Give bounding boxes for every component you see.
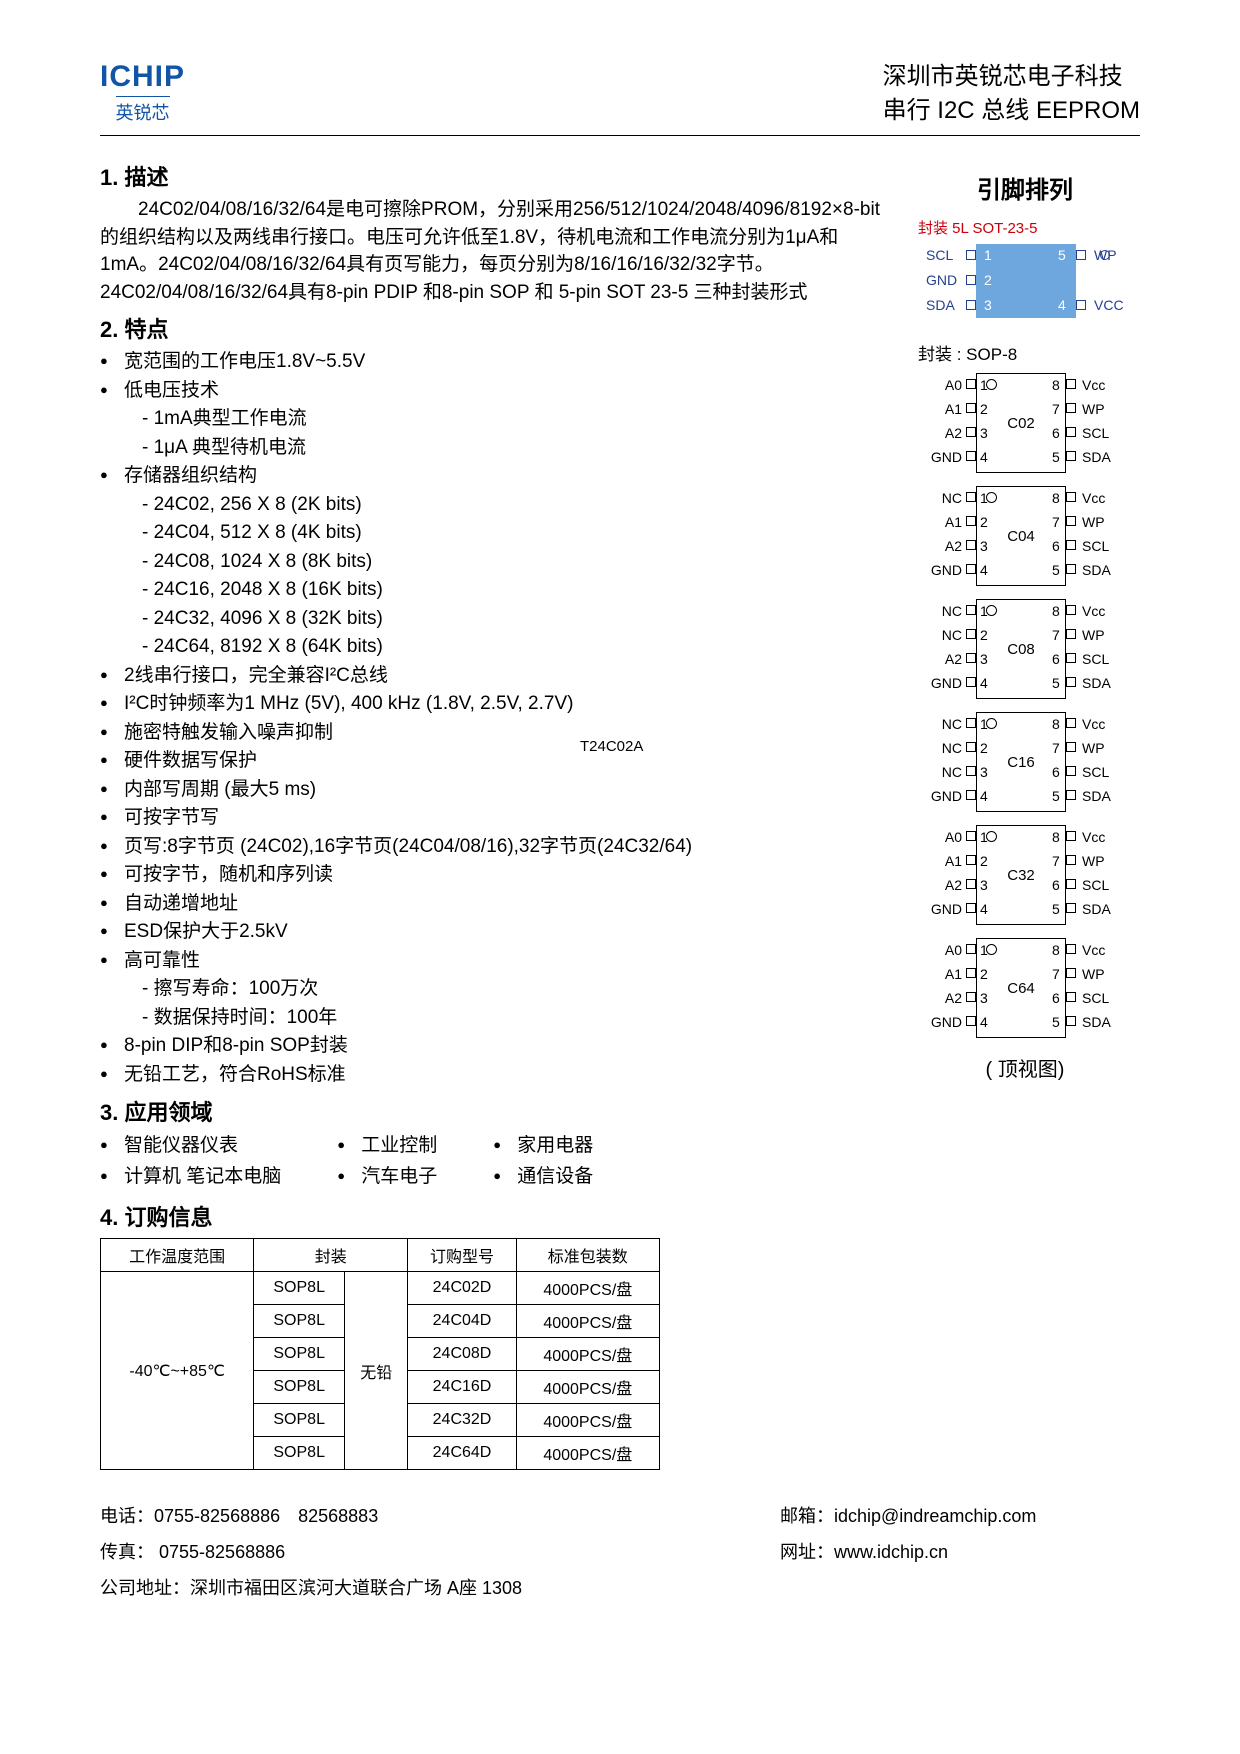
footer-email: 邮箱：idchip@indreamchip.com: [780, 1498, 1140, 1534]
logo: ICHIP 英锐芯: [100, 60, 185, 125]
sop-package: C02A01Vcc8A12WP7A23SCL6GND4SDA5: [918, 373, 1118, 478]
feature-item: ESD保护大于2.5kV: [124, 918, 880, 947]
app-item: 智能仪器仪表: [100, 1131, 281, 1161]
feature-sub: - 24C02, 256 X 8 (2K bits): [124, 491, 880, 520]
feature-item: 页写:8字节页 (24C02),16字节页(24C04/08/16),32字节页…: [124, 833, 880, 862]
feature-item: 存储器组织结构- 24C02, 256 X 8 (2K bits)- 24C04…: [124, 462, 880, 662]
sot-nr1: 5: [1058, 247, 1066, 263]
feature-item: 内部写周期 (最大5 ms): [124, 776, 880, 805]
footer-fax: 传真： 0755-82568886: [100, 1534, 780, 1570]
logo-main: ICHIP: [100, 60, 185, 94]
app-col-2: 家用电器通信设备: [493, 1131, 593, 1192]
sot-l1: SCL: [926, 247, 953, 263]
sop-package: C32A01Vcc8A12WP7A23SCL6GND4SDA5: [918, 825, 1118, 930]
feature-item: 低电压技术- 1mA典型工作电流- 1μA 典型待机电流: [124, 377, 880, 463]
feature-item: 8-pin DIP和8-pin SOP封装: [124, 1032, 880, 1061]
header-text: 深圳市英锐芯电子科技 串行 I2C 总线 EEPROM: [883, 60, 1140, 127]
sot-r1: WP: [1094, 247, 1117, 263]
feature-item: 2线串行接口，完全兼容I²C总线: [124, 662, 880, 691]
feature-sub: - 24C04, 512 X 8 (4K bits): [124, 519, 880, 548]
logo-sub: 英锐芯: [116, 96, 170, 125]
footer-addr: 公司地址：深圳市福田区滨河大道联合广场 A座 1308: [100, 1570, 780, 1606]
feature-item: 可按字节，随机和序列读: [124, 861, 880, 890]
sot-diagram: SCL GND SDA 1 2 3 WP VCC 5 4: [918, 242, 1118, 322]
feature-item: 无铅工艺，符合RoHS标准: [124, 1061, 880, 1090]
sot-nr2: 4: [1058, 297, 1066, 313]
sec4-title: 4. 订购信息: [100, 1200, 880, 1232]
applications: 智能仪器仪表计算机 笔记本电脑 工业控制汽车电子 家用电器通信设备: [100, 1131, 880, 1192]
footer: 电话：0755-82568886 82568883 传真： 0755-82568…: [100, 1498, 1140, 1606]
sec1-title: 1. 描述: [100, 160, 880, 192]
feature-item: 施密特触发输入噪声抑制: [124, 719, 880, 748]
feature-item: 高可靠性- 擦写寿命：100万次- 数据保持时间：100年: [124, 947, 880, 1033]
page-header: ICHIP 英锐芯 深圳市英锐芯电子科技 串行 I2C 总线 EEPROM: [100, 60, 1140, 136]
app-item: 计算机 笔记本电脑: [100, 1162, 281, 1192]
sop-package: C04NC1Vcc8A12WP7A23SCL6GND4SDA5: [918, 486, 1118, 591]
sot-l3: SDA: [926, 297, 955, 313]
sot-l2: GND: [926, 272, 957, 288]
feature-sub: - 24C16, 2048 X 8 (16K bits): [124, 576, 880, 605]
topview: ( 顶视图): [910, 1053, 1140, 1082]
sec3-title: 3. 应用领域: [100, 1095, 880, 1127]
feature-item: 宽范围的工作电压1.8V~5.5V: [124, 348, 880, 377]
order-table: 工作温度范围封装订购型号标准包装数-40℃~+85℃SOP8L无铅24C02D4…: [100, 1238, 660, 1470]
sop-package: C16NC1Vcc8NC2WP7NC3SCL6GND4SDA5: [918, 712, 1118, 817]
sop-diagrams: C02A01Vcc8A12WP7A23SCL6GND4SDA5C04NC1Vcc…: [910, 373, 1140, 1043]
app-item: 工业控制: [337, 1131, 437, 1161]
feature-list: 宽范围的工作电压1.8V~5.5V低电压技术- 1mA典型工作电流- 1μA 典…: [100, 348, 880, 1089]
feature-sub: - 数据保持时间：100年: [124, 1004, 880, 1033]
feature-item: 硬件数据写保护: [124, 747, 880, 776]
sot-label: 封装 5L SOT-23-5: [918, 217, 1140, 238]
footer-web: 网址：www.idchip.cn: [780, 1534, 1140, 1570]
pinout-title: 引脚排列: [910, 170, 1140, 205]
sop-package: C64A01Vcc8A12WP7A23SCL6GND4SDA5: [918, 938, 1118, 1043]
app-item: 家用电器: [493, 1131, 593, 1161]
app-item: 汽车电子: [337, 1162, 437, 1192]
sop-label: 封装 : SOP-8: [918, 340, 1140, 365]
feature-sub: - 1μA 典型待机电流: [124, 434, 880, 463]
header-line2: 串行 I2C 总线 EEPROM: [883, 94, 1140, 128]
sot-r2: VCC: [1094, 297, 1124, 313]
header-line1: 深圳市英锐芯电子科技: [883, 60, 1140, 94]
app-col-1: 工业控制汽车电子: [337, 1131, 437, 1192]
app-item: 通信设备: [493, 1162, 593, 1192]
feature-sub: - 擦写寿命：100万次: [124, 975, 880, 1004]
floating-partno: T24C02A: [580, 738, 643, 755]
footer-tel: 电话：0755-82568886 82568883: [100, 1498, 780, 1534]
sec2-title: 2. 特点: [100, 312, 880, 344]
app-col-0: 智能仪器仪表计算机 笔记本电脑: [100, 1131, 281, 1192]
feature-item: 自动递增地址: [124, 890, 880, 919]
sot-n2: 2: [984, 272, 992, 288]
feature-sub: - 24C64, 8192 X 8 (64K bits): [124, 633, 880, 662]
sot-n1: 1: [984, 247, 992, 263]
sot-n3: 3: [984, 297, 992, 313]
feature-sub: - 24C32, 4096 X 8 (32K bits): [124, 605, 880, 634]
sop-package: C08NC1Vcc8NC2WP7A23SCL6GND4SDA5: [918, 599, 1118, 704]
feature-sub: - 24C08, 1024 X 8 (8K bits): [124, 548, 880, 577]
feature-item: 可按字节写: [124, 804, 880, 833]
feature-item: I²C时钟频率为1 MHz (5V), 400 kHz (1.8V, 2.5V,…: [124, 690, 880, 719]
sec1-body: 24C02/04/08/16/32/64是电可擦除PROM，分别采用256/51…: [100, 196, 880, 306]
sec1-p1: 24C02/04/08/16/32/64是电可擦除PROM，分别采用256/51…: [100, 196, 880, 306]
feature-sub: - 1mA典型工作电流: [124, 405, 880, 434]
